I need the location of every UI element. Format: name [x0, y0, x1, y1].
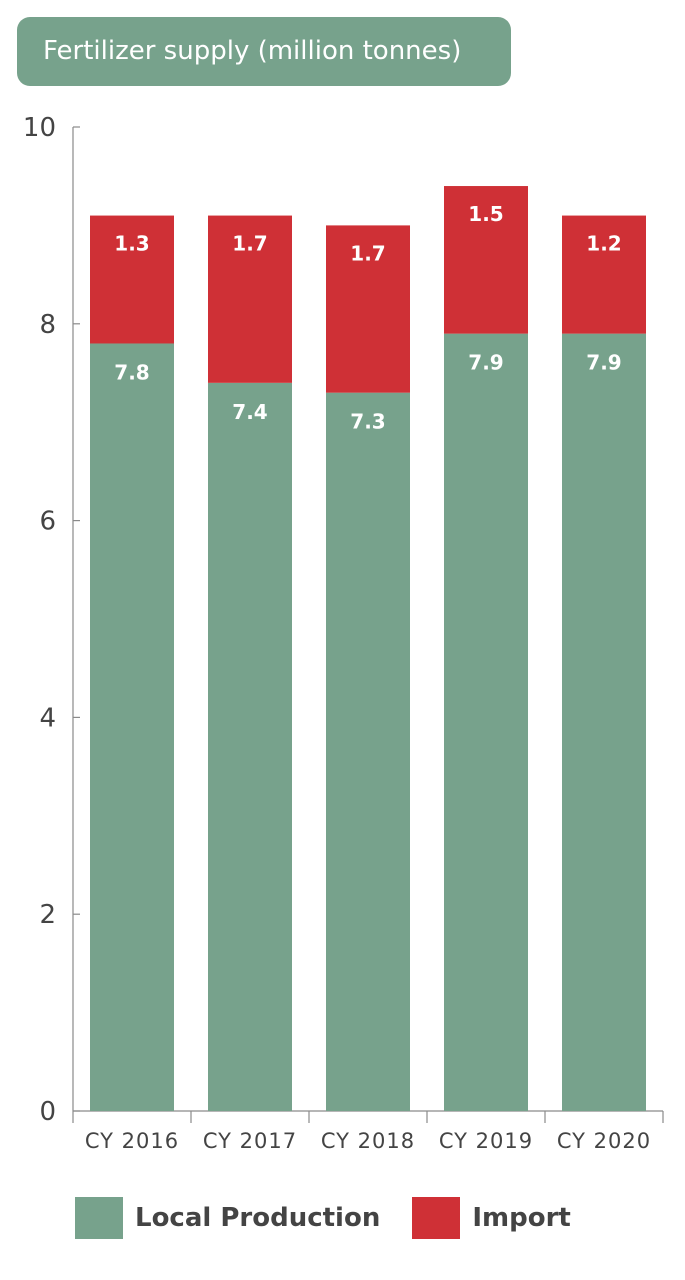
bar-local-production [444, 333, 528, 1111]
bar-import [562, 215, 646, 334]
y-tick-label: 4 [39, 703, 56, 733]
data-label-import: 1.7 [350, 241, 385, 265]
x-category-label: CY 2018 [321, 1129, 415, 1153]
x-category-label: CY 2016 [85, 1129, 179, 1153]
data-label-local-production: 7.8 [114, 360, 149, 384]
legend-swatch-import [412, 1197, 461, 1239]
x-category-label: CY 2019 [439, 1129, 533, 1153]
legend: Local Production Import [75, 1197, 603, 1239]
data-label-local-production: 7.3 [350, 410, 385, 434]
data-label-local-production: 7.4 [232, 400, 267, 424]
x-category-label: CY 2017 [203, 1129, 297, 1153]
bar-local-production [326, 392, 410, 1111]
data-label-import: 1.2 [586, 232, 621, 256]
bar-local-production [208, 382, 292, 1112]
y-tick-label: 6 [39, 507, 56, 537]
chart-title: Fertilizer supply (million tonnes) [17, 17, 511, 86]
legend-label-import: Import [472, 1203, 571, 1233]
y-tick-label: 0 [39, 1097, 56, 1127]
x-category-label: CY 2020 [557, 1129, 651, 1153]
data-label-import: 1.5 [468, 202, 503, 226]
legend-label-local-production: Local Production [135, 1203, 381, 1233]
legend-item-import: Import [412, 1197, 571, 1239]
bar-local-production [562, 333, 646, 1111]
bar-import [444, 186, 528, 334]
data-label-local-production: 7.9 [468, 351, 503, 375]
y-tick-label: 2 [39, 900, 56, 930]
bar-import [208, 215, 292, 383]
bar-import [326, 225, 410, 393]
bar-import [90, 215, 174, 344]
legend-swatch-local-production [75, 1197, 123, 1239]
y-tick-label: 10 [23, 113, 56, 143]
data-label-import: 1.7 [232, 232, 267, 256]
data-label-import: 1.3 [114, 232, 149, 256]
chart-plot: 0 2 4 6 8 10 7.8 1.3 CY 2016 7.4 1.7 CY 2017 7.3 1.7… [23, 113, 664, 1153]
bar-local-production [90, 343, 174, 1112]
data-label-local-production: 7.9 [586, 351, 621, 375]
legend-item-local-production: Local Production [75, 1197, 380, 1239]
y-tick-label: 8 [39, 310, 56, 340]
